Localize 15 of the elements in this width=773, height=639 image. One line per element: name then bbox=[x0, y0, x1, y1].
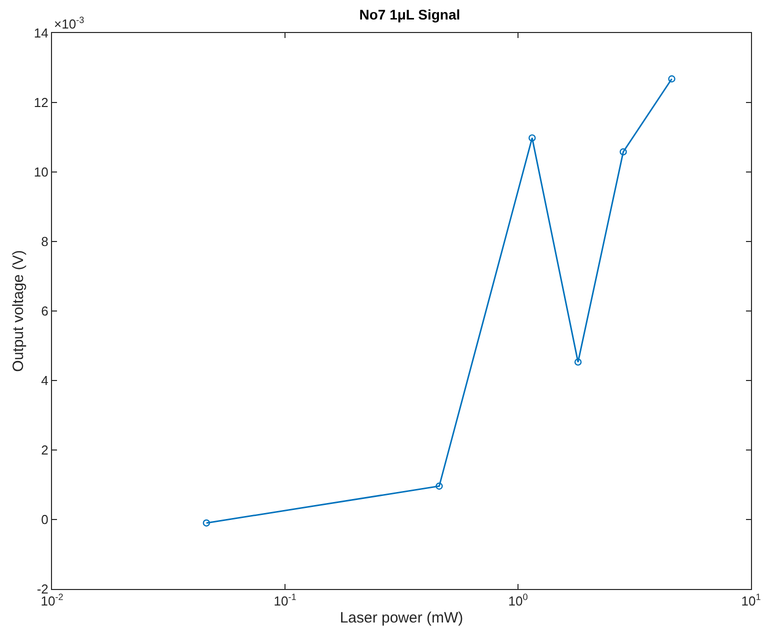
y-tick-label: 14 bbox=[34, 26, 48, 41]
y-tick-label: 10 bbox=[34, 164, 48, 180]
text: ×10$^{-3}$ bbox=[54, 15, 84, 32]
y-tick-label: 12 bbox=[34, 95, 48, 110]
y-tick-label: 2 bbox=[41, 442, 48, 458]
x-axis-title: Laser power (mW) bbox=[340, 610, 464, 627]
y-tick-label: 6 bbox=[41, 304, 48, 319]
x-tick-label: 10$^{1}$ bbox=[741, 592, 761, 609]
y-tick-label: 4 bbox=[41, 373, 48, 388]
chart-title: No7 1μL Signal bbox=[359, 6, 460, 22]
x-tick-label: 10$^{0}$ bbox=[508, 592, 528, 609]
y-axis-title: Output voltage (V) bbox=[10, 250, 28, 372]
x-tick-label: 10$^{-1}$ bbox=[274, 592, 296, 609]
y-tick-label: 8 bbox=[41, 234, 48, 250]
y-tick-label: 0 bbox=[41, 512, 48, 528]
